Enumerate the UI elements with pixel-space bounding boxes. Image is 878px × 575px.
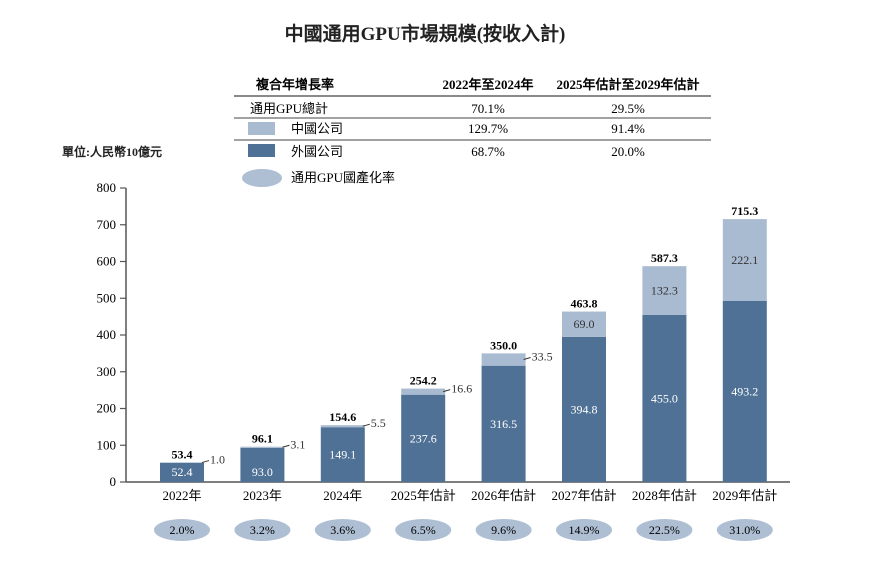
foreign-value-label: 237.6 [410,431,437,445]
row-china-v1: 129.7% [468,121,508,136]
total-label: 53.4 [172,447,193,461]
china-value-label: 16.6 [451,382,472,396]
localization-rate-label: 22.5% [649,523,680,537]
localization-rate-label: 3.6% [330,523,355,537]
row-total-v2: 29.5% [611,101,645,116]
localization-rate-label: 2.0% [170,523,195,537]
china-leader-line [202,461,209,463]
table-header-period1: 2022年至2024年 [442,77,533,92]
row-foreign-v2: 20.0% [611,144,645,159]
legend-ellipse-localization [242,169,282,187]
x-tick-label: 2023年 [243,488,282,503]
china-value-label: 69.0 [574,317,595,331]
row-total-label: 通用GPU總計 [250,101,328,116]
foreign-value-label: 93.0 [252,465,273,479]
legend-localization-label: 通用GPU國產化率 [291,170,395,185]
china-value-label: 132.3 [651,283,678,297]
x-tick-label: 2026年估計 [471,488,536,503]
table-header-label: 複合年增長率 [255,77,334,92]
foreign-value-label: 316.5 [490,417,517,431]
y-tick-label: 400 [97,327,117,342]
row-foreign-label: 外國公司 [291,144,343,159]
china-value-label: 5.5 [371,416,386,430]
y-tick-label: 0 [110,474,117,489]
china-value-label: 222.1 [731,253,758,267]
x-tick-label: 2028年估計 [632,488,697,503]
china-leader-line [282,445,289,447]
localization-rate-label: 14.9% [569,523,600,537]
localization-rate-label: 6.5% [411,523,436,537]
bar-china [240,447,284,448]
total-label: 463.8 [571,297,598,311]
foreign-value-label: 394.8 [571,402,598,416]
x-tick-label: 2024年 [323,488,362,503]
legend-swatch-foreign [248,144,275,157]
row-china-v2: 91.4% [611,121,645,136]
localization-rate-label: 9.6% [491,523,516,537]
chart-title: 中國通用GPU市場規模(按收入計) [285,22,566,45]
y-tick-label: 100 [97,437,117,452]
total-label: 587.3 [651,251,678,265]
y-tick-label: 300 [97,364,117,379]
foreign-value-label: 493.2 [731,384,758,398]
bar-china [401,389,445,395]
y-tick-label: 700 [97,217,117,232]
y-tick-label: 200 [97,401,117,416]
china-value-label: 33.5 [532,350,553,364]
china-value-label: 3.1 [290,437,305,451]
foreign-value-label: 52.4 [172,465,193,479]
row-china-label: 中國公司 [291,121,343,136]
total-label: 254.2 [410,374,437,388]
legend-swatch-china [248,122,275,135]
localization-rate-label: 31.0% [729,523,760,537]
foreign-value-label: 455.0 [651,391,678,405]
x-tick-label: 2029年估計 [712,488,777,503]
x-tick-label: 2022年 [162,488,201,503]
total-label: 96.1 [252,432,273,446]
row-total-v1: 70.1% [471,101,505,116]
china-value-label: 1.0 [210,453,225,467]
localization-rate-label: 3.2% [250,523,275,537]
y-tick-label: 600 [97,254,117,269]
total-label: 350.0 [490,338,517,352]
cagr-table: 複合年增長率 2022年至2024年 2025年估計至2029年估計 通用GPU… [234,77,711,187]
bar-china [482,353,526,365]
row-foreign-v1: 68.7% [471,144,505,159]
unit-label: 單位:人民幣10億元 [62,144,162,159]
x-tick-label: 2027年估計 [551,488,616,503]
total-label: 715.3 [731,204,758,218]
total-label: 154.6 [329,410,356,424]
y-tick-label: 500 [97,290,117,305]
bars: 53.4 52.4 1.0 2022年 2.0% 96.1 93.0 3.1 2023年 3.2%… [154,204,777,541]
table-header-period2: 2025年估計至2029年估計 [556,77,699,92]
bar-china [321,425,365,427]
y-tick-label: 800 [97,180,117,195]
x-tick-label: 2025年估計 [391,488,456,503]
foreign-value-label: 149.1 [329,448,356,462]
